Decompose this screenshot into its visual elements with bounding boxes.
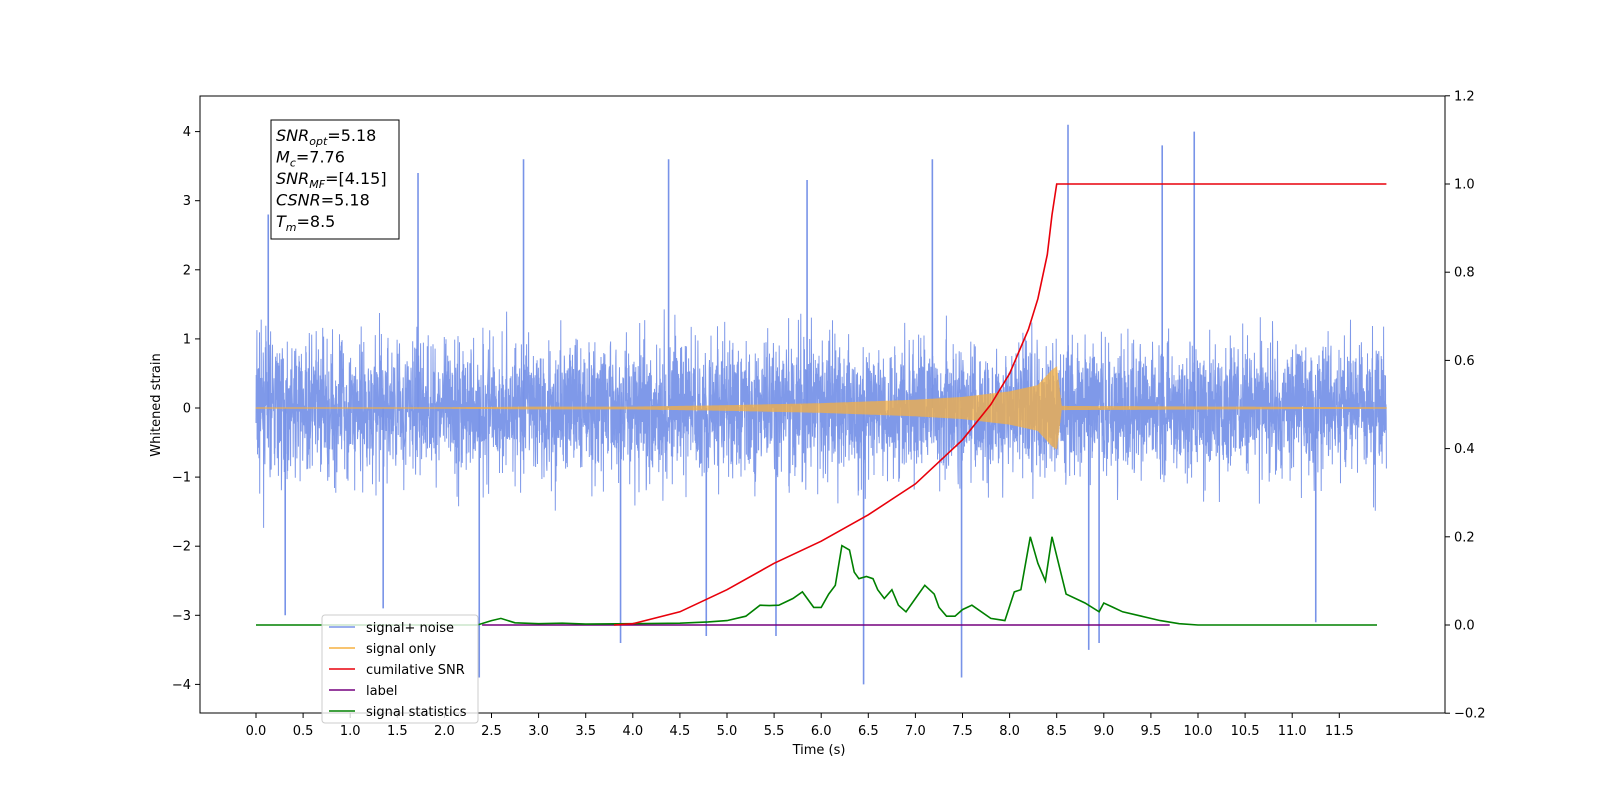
x-tick-label: 1.5 xyxy=(387,724,408,739)
x-tick-label: 6.0 xyxy=(811,724,832,739)
x-axis: 0.0 0.5 1.0 1.5 2.0 2.5 3.0 3.5 4.0 4.5 5.0 5.5 6.0 6… xyxy=(246,713,1354,739)
y-axis-left: 4 3 2 1 0 −1 −2 −3 −4 xyxy=(172,125,200,693)
x-axis-title: Time (s) xyxy=(792,743,846,758)
annotation-line: CSNR=5.18 xyxy=(276,191,370,210)
series-cumulative-snr xyxy=(613,183,1387,626)
y2-tick-label: 0.8 xyxy=(1454,266,1475,281)
legend-frame xyxy=(321,614,479,724)
y2-tick-label: −0.2 xyxy=(1454,707,1486,722)
y-tick-label: 3 xyxy=(183,194,191,209)
y2-tick-label: 1.0 xyxy=(1454,178,1475,193)
x-tick-label: 7.0 xyxy=(905,724,926,739)
y2-tick-label: 1.2 xyxy=(1454,89,1475,104)
y-tick-label: −2 xyxy=(172,540,191,555)
x-tick-label: 1.0 xyxy=(340,724,361,739)
x-tick-label: 8.0 xyxy=(999,724,1020,739)
y-tick-label: −4 xyxy=(172,678,191,693)
y-tick-label: 1 xyxy=(183,332,191,347)
series-signal-only xyxy=(255,366,1387,450)
series-signal-statistics xyxy=(256,536,1377,626)
legend-label: cumilative SNR xyxy=(366,663,465,678)
y2-tick-label: 0.2 xyxy=(1454,530,1475,545)
y2-tick-label: 0.6 xyxy=(1454,354,1475,369)
axes-frame xyxy=(199,95,1446,714)
x-tick-label: 0.5 xyxy=(293,724,314,739)
x-tick-label: 9.5 xyxy=(1141,724,1162,739)
x-tick-label: 4.0 xyxy=(622,724,643,739)
annotation-line: SNRMF=[4.15] xyxy=(276,169,387,191)
series-signal-noise xyxy=(255,309,1387,528)
x-tick-label: 4.5 xyxy=(670,724,691,739)
y-tick-label: 2 xyxy=(183,263,191,278)
y-tick-label: −1 xyxy=(172,471,191,486)
x-tick-label: 6.5 xyxy=(858,724,879,739)
x-tick-label: 10.0 xyxy=(1184,724,1213,739)
annotation-line: Mc=7.76 xyxy=(276,148,345,170)
x-tick-label: 7.5 xyxy=(952,724,973,739)
annotation-line: SNRopt=5.18 xyxy=(276,126,376,148)
legend-label: signal only xyxy=(366,642,436,657)
legend-label: label xyxy=(366,684,397,699)
x-tick-label: 0.0 xyxy=(246,724,267,739)
x-tick-label: 2.5 xyxy=(481,724,502,739)
y2-tick-label: 0.4 xyxy=(1454,442,1475,457)
x-tick-label: 5.5 xyxy=(764,724,785,739)
plot-area xyxy=(255,124,1387,685)
y-tick-label: −3 xyxy=(172,609,191,624)
y-tick-label: 4 xyxy=(183,125,191,140)
x-tick-label: 3.0 xyxy=(528,724,549,739)
legend-label: signal+ noise xyxy=(366,621,454,636)
y-axis-right: 1.2 1.0 0.8 0.6 0.4 0.2 0.0 −0.2 xyxy=(1445,89,1486,722)
legend-label: signal statistics xyxy=(366,705,467,720)
x-tick-label: 3.5 xyxy=(575,724,596,739)
x-tick-label: 8.5 xyxy=(1046,724,1067,739)
annotation-box xyxy=(270,119,400,240)
x-tick-label: 2.0 xyxy=(434,724,455,739)
annotation-line: Tm=8.5 xyxy=(276,212,335,234)
y-tick-label: 0 xyxy=(183,402,191,417)
x-tick-label: 11.0 xyxy=(1278,724,1307,739)
x-tick-label: 10.5 xyxy=(1231,724,1260,739)
y2-tick-label: 0.0 xyxy=(1454,619,1475,634)
y-axis-title: Whitened strain xyxy=(149,353,164,456)
legend: signal+ noise signal only cumilative SNR la… xyxy=(321,614,479,724)
x-tick-label: 9.0 xyxy=(1093,724,1114,739)
x-tick-label: 5.0 xyxy=(717,724,738,739)
x-tick-label: 11.5 xyxy=(1325,724,1354,739)
